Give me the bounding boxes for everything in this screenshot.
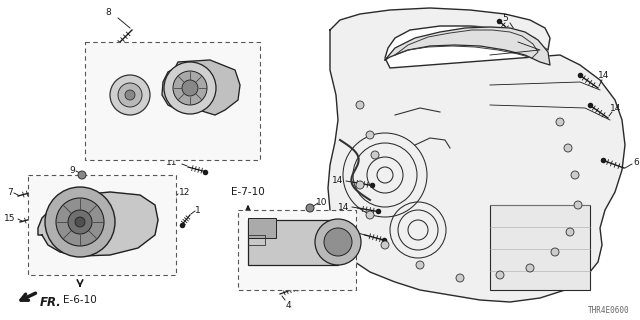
Text: 14: 14 bbox=[344, 228, 356, 236]
Polygon shape bbox=[328, 8, 625, 302]
Circle shape bbox=[68, 210, 92, 234]
Text: 12: 12 bbox=[179, 188, 191, 196]
Text: 11: 11 bbox=[166, 157, 178, 166]
Circle shape bbox=[496, 271, 504, 279]
Text: 2: 2 bbox=[255, 84, 261, 92]
Bar bbox=[28, 175, 176, 275]
Circle shape bbox=[324, 228, 352, 256]
Text: 10: 10 bbox=[316, 197, 328, 206]
Circle shape bbox=[526, 264, 534, 272]
Circle shape bbox=[110, 75, 150, 115]
Bar bbox=[85, 42, 260, 160]
Circle shape bbox=[366, 131, 374, 139]
Circle shape bbox=[381, 241, 389, 249]
Bar bbox=[248, 220, 338, 265]
Circle shape bbox=[75, 217, 85, 227]
Text: 3: 3 bbox=[145, 125, 151, 134]
Text: 14: 14 bbox=[332, 175, 344, 185]
Text: 14: 14 bbox=[339, 203, 349, 212]
Bar bbox=[490, 205, 590, 290]
Circle shape bbox=[315, 219, 361, 265]
Text: THR4E0600: THR4E0600 bbox=[588, 306, 630, 315]
Circle shape bbox=[182, 80, 198, 96]
Circle shape bbox=[456, 274, 464, 282]
Circle shape bbox=[416, 261, 424, 269]
Bar bbox=[238, 210, 356, 290]
Circle shape bbox=[564, 144, 572, 152]
Circle shape bbox=[78, 171, 86, 179]
Text: 14: 14 bbox=[611, 103, 621, 113]
Circle shape bbox=[356, 181, 364, 189]
Text: 7: 7 bbox=[7, 188, 13, 196]
Polygon shape bbox=[38, 192, 158, 256]
Text: 4: 4 bbox=[285, 300, 291, 309]
Text: FR.: FR. bbox=[40, 295, 61, 308]
Text: 14: 14 bbox=[598, 70, 610, 79]
Bar bbox=[248, 218, 276, 238]
Circle shape bbox=[125, 90, 135, 100]
Circle shape bbox=[366, 211, 374, 219]
Circle shape bbox=[571, 171, 579, 179]
Text: E-6-10: E-6-10 bbox=[63, 295, 97, 305]
Circle shape bbox=[164, 62, 216, 114]
Text: 1: 1 bbox=[195, 205, 201, 214]
Polygon shape bbox=[385, 27, 550, 65]
Circle shape bbox=[118, 83, 142, 107]
Text: 6: 6 bbox=[633, 157, 639, 166]
Circle shape bbox=[356, 101, 364, 109]
Circle shape bbox=[574, 201, 582, 209]
Circle shape bbox=[45, 187, 115, 257]
Circle shape bbox=[306, 204, 314, 212]
Circle shape bbox=[566, 228, 574, 236]
Circle shape bbox=[56, 198, 104, 246]
Text: 13: 13 bbox=[342, 263, 354, 273]
Circle shape bbox=[551, 248, 559, 256]
Circle shape bbox=[173, 71, 207, 105]
Polygon shape bbox=[162, 60, 240, 115]
Text: 8: 8 bbox=[105, 7, 111, 17]
Text: E-7-10: E-7-10 bbox=[231, 187, 265, 197]
Text: 9: 9 bbox=[69, 165, 75, 174]
Text: 15: 15 bbox=[4, 213, 16, 222]
Circle shape bbox=[556, 118, 564, 126]
Circle shape bbox=[371, 151, 379, 159]
Text: 5: 5 bbox=[502, 13, 508, 22]
